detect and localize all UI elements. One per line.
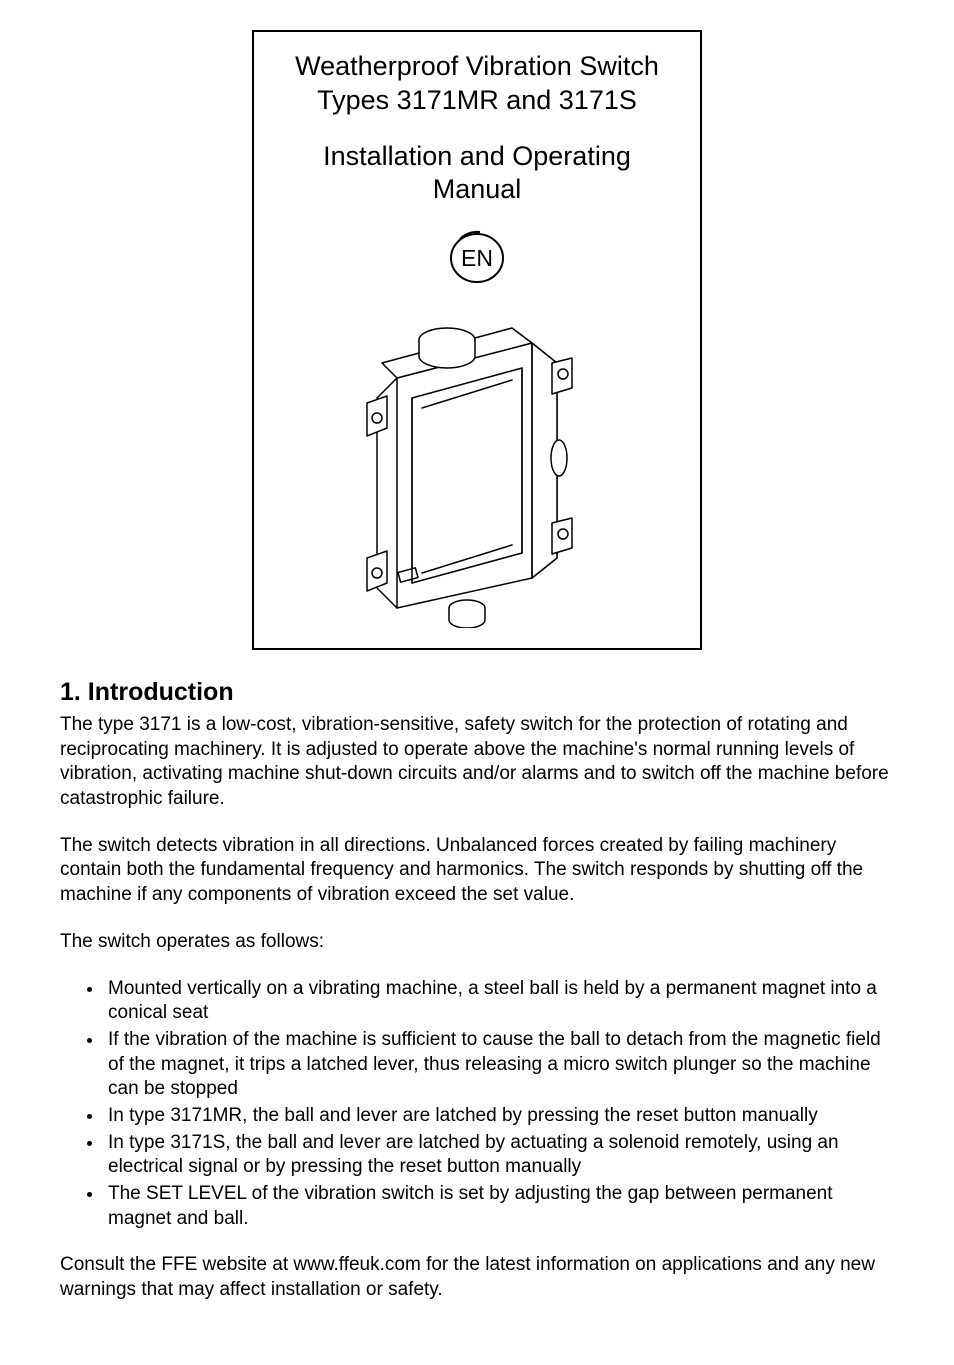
intro-paragraph-1: The type 3171 is a low-cost, vibration-s…	[60, 713, 894, 812]
operation-bullet-list: Mounted vertically on a vibrating machin…	[60, 977, 894, 1232]
list-item: The SET LEVEL of the vibration switch is…	[104, 1182, 894, 1231]
language-badge: EN	[446, 225, 508, 285]
section-1-heading: 1. Introduction	[60, 678, 894, 707]
cover-box: Weatherproof Vibration Switch Types 3171…	[252, 30, 702, 650]
cover-subtitle: Installation and Operating Manual	[274, 140, 680, 208]
cover-subtitle-line2: Manual	[433, 174, 522, 204]
language-code: EN	[461, 245, 493, 271]
device-illustration	[274, 308, 680, 628]
list-item: If the vibration of the machine is suffi…	[104, 1028, 894, 1102]
list-item: In type 3171MR, the ball and lever are l…	[104, 1104, 894, 1129]
cover-title-line2: Types 3171MR and 3171S	[317, 85, 637, 115]
list-item: In type 3171S, the ball and lever are la…	[104, 1131, 894, 1180]
cover-title: Weatherproof Vibration Switch Types 3171…	[274, 50, 680, 118]
intro-paragraph-2: The switch detects vibration in all dire…	[60, 834, 894, 908]
cover-title-line1: Weatherproof Vibration Switch	[295, 51, 659, 81]
intro-paragraph-3: The switch operates as follows:	[60, 930, 894, 955]
cover-subtitle-line1: Installation and Operating	[323, 141, 631, 171]
intro-paragraph-4: Consult the FFE website at www.ffeuk.com…	[60, 1253, 894, 1302]
list-item: Mounted vertically on a vibrating machin…	[104, 977, 894, 1026]
